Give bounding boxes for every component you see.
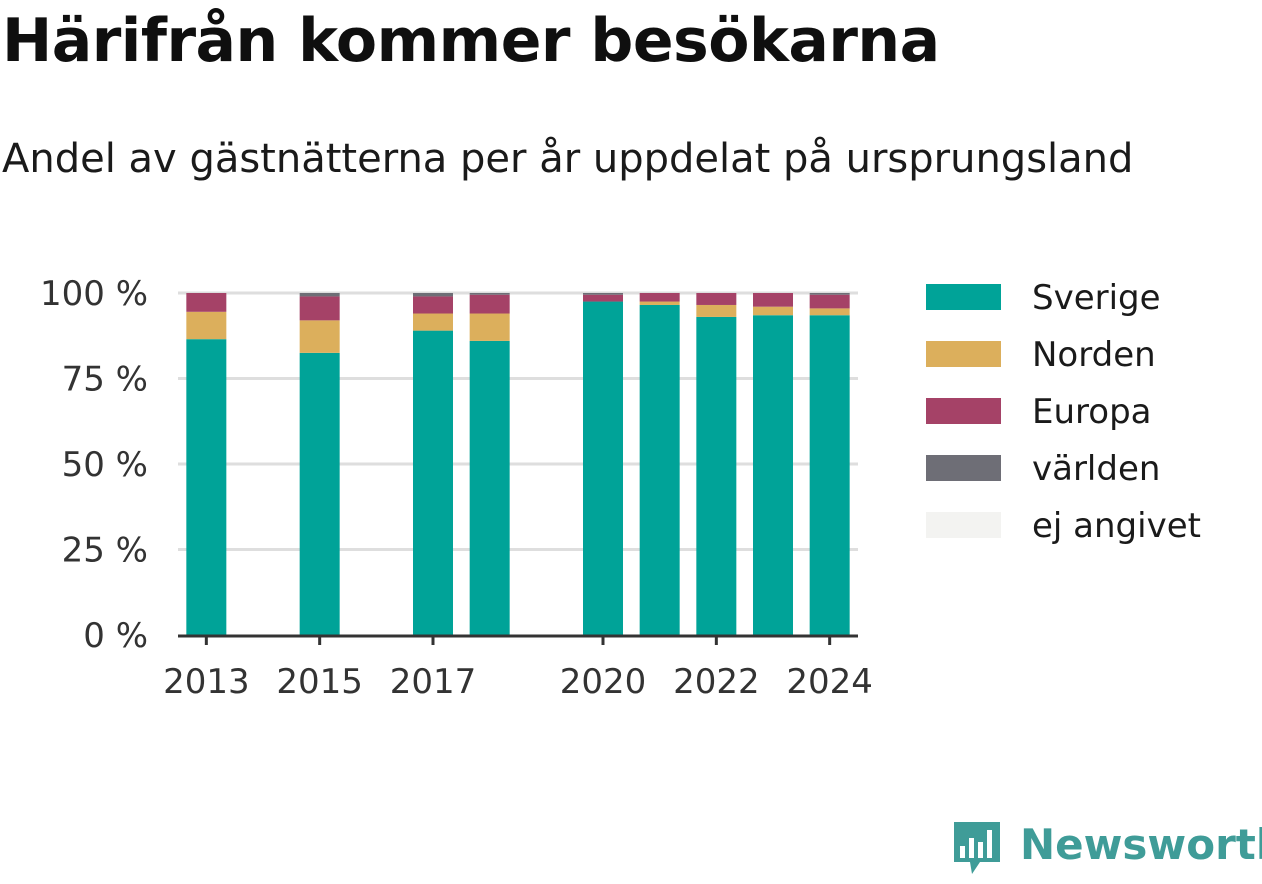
bar-segment-sverige	[696, 316, 737, 635]
bar-segment-världen	[469, 293, 510, 295]
x-tick-label: 2022	[673, 662, 760, 702]
y-tick-label: 100 %	[40, 274, 148, 314]
bar-segment-norden	[469, 313, 510, 341]
y-tick-label: 25 %	[62, 531, 148, 571]
bar-segment-sverige	[469, 340, 510, 635]
bar-segment-norden	[413, 313, 453, 331]
bar-segment-europa	[753, 293, 793, 307]
legend-label: Sverige	[1032, 278, 1161, 318]
chart-subtitle: Andel av gästnätterna per år uppdelat på…	[2, 136, 1134, 182]
bar-segment-norden	[696, 304, 737, 317]
bar-segment-sverige	[639, 304, 680, 635]
bar-segment-sverige	[583, 301, 623, 635]
x-tick-label: 2015	[276, 662, 363, 702]
bar-segment-norden	[186, 311, 227, 340]
legend: Sverige Norden Europa världen ej angivet	[926, 278, 1201, 546]
legend-swatch	[926, 284, 1001, 310]
bar-segment-sverige	[186, 339, 227, 635]
legend-swatch	[926, 455, 1001, 481]
brand-name: Newsworthy	[1020, 820, 1262, 869]
newsworthy-logo-icon	[954, 822, 1000, 874]
bar-segment-europa	[469, 294, 510, 314]
x-tick-label: 2024	[786, 662, 873, 702]
bar-segment-europa	[186, 293, 227, 312]
y-tick-label: 75 %	[62, 360, 148, 400]
bar-segment-världen	[299, 293, 340, 297]
bar-segment-europa	[809, 294, 850, 309]
bar-segment-världen	[809, 293, 850, 295]
bar-segment-europa	[583, 294, 623, 302]
legend-label: ej angivet	[1032, 506, 1201, 546]
legend-swatch	[926, 512, 1001, 538]
chart-title: Härifrån kommer besökarna	[2, 6, 940, 76]
y-tick-label: 0 %	[83, 616, 148, 656]
bar-segment-europa	[696, 293, 737, 305]
y-tick-label: 50 %	[62, 445, 148, 485]
bar-segment-norden	[639, 301, 680, 305]
axes: 0 % 25 % 50 % 75 % 100 % 2013 2015 2017 2020 2022…	[40, 274, 873, 702]
grid-lines	[178, 291, 858, 551]
bar-segment-sverige	[809, 315, 850, 635]
bar-segment-sverige	[299, 352, 340, 635]
legend-swatch	[926, 398, 1001, 424]
newsworthy-logo: Newsworthy	[950, 818, 1262, 878]
x-tick-label: 2020	[560, 662, 647, 702]
legend-label: Europa	[1032, 392, 1151, 432]
bar-segment-sverige	[753, 315, 793, 635]
bar-segment-europa	[299, 296, 340, 321]
x-tick-label: 2017	[390, 662, 477, 702]
x-tick-label: 2013	[163, 662, 250, 702]
bar-segment-norden	[809, 308, 850, 316]
bar-segment-norden	[753, 306, 793, 316]
bar-segment-europa	[639, 293, 680, 302]
legend-label: Norden	[1032, 335, 1156, 375]
bar-segment-sverige	[413, 330, 453, 635]
legend-label: världen	[1032, 449, 1160, 489]
bars	[186, 293, 850, 635]
bar-segment-världen	[583, 293, 623, 295]
bar-segment-europa	[413, 296, 453, 314]
bar-segment-norden	[299, 320, 340, 353]
bar-segment-världen	[413, 293, 453, 297]
legend-swatch	[926, 341, 1001, 367]
